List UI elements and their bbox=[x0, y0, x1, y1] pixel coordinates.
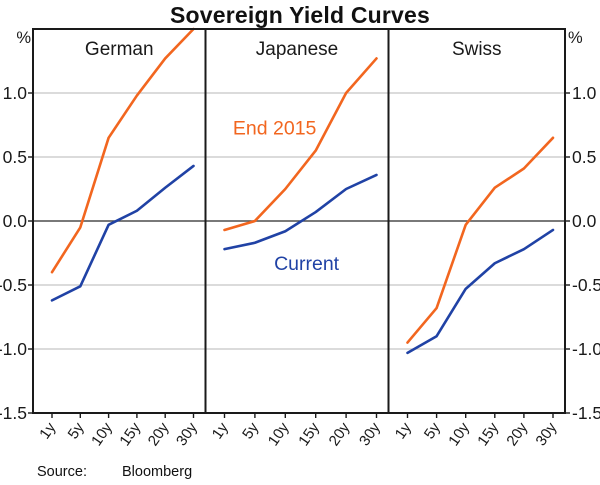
panel-label-german: German bbox=[85, 39, 154, 60]
y-axis-label-left: -1.0 bbox=[0, 339, 27, 359]
source-label: Source: bbox=[37, 464, 87, 480]
y-axis-unit-right: % bbox=[568, 29, 583, 47]
series-label-current: Current bbox=[274, 253, 340, 275]
y-axis-unit-left: % bbox=[16, 29, 31, 47]
x-axis-label: 15y bbox=[474, 419, 502, 449]
x-axis-label: 30y bbox=[173, 419, 201, 449]
x-axis-label: 20y bbox=[145, 419, 173, 449]
x-axis-label: 1y bbox=[209, 419, 232, 442]
y-axis-label-right: -1.0 bbox=[572, 339, 600, 359]
y-axis-label-left: 0.5 bbox=[3, 147, 27, 167]
series-line-current bbox=[50, 164, 195, 302]
y-axis-label-left: 0.0 bbox=[3, 211, 28, 231]
panel-label-swiss: Swiss bbox=[452, 39, 502, 60]
x-axis-label: 30y bbox=[532, 419, 560, 449]
x-axis-label: 10y bbox=[265, 419, 293, 449]
x-axis-label: 1y bbox=[392, 419, 415, 442]
y-axis-label-right: -0.5 bbox=[572, 275, 600, 295]
series-line-end-2015 bbox=[223, 57, 378, 232]
series-line-end-2015 bbox=[406, 136, 555, 344]
y-axis-label-left: -0.5 bbox=[0, 275, 27, 295]
series-label-end-2015: End 2015 bbox=[233, 118, 317, 140]
x-axis-label: 15y bbox=[116, 419, 144, 449]
plot-frame bbox=[32, 28, 566, 414]
x-axis-label: 15y bbox=[295, 419, 323, 449]
series-line-end-2015 bbox=[50, 27, 195, 274]
x-axis-label: 1y bbox=[36, 419, 59, 442]
x-axis-label: 20y bbox=[503, 419, 531, 449]
y-axis-label-right: 1.0 bbox=[572, 83, 597, 103]
x-axis-label: 5y bbox=[239, 419, 262, 442]
x-axis-label: 10y bbox=[88, 419, 116, 449]
x-axis-label: 5y bbox=[65, 419, 88, 442]
yield-curves-plot: German Japanese Swiss 1.0 1.0 0.5 0.5 0.0 0.0 -0.… bbox=[0, 27, 600, 449]
series-line-current bbox=[406, 228, 555, 355]
x-axis-label: 30y bbox=[356, 419, 384, 449]
x-axis-label: 10y bbox=[445, 419, 473, 449]
source-value: Bloomberg bbox=[122, 464, 193, 480]
panel-label-japanese: Japanese bbox=[256, 39, 338, 60]
x-axis-label: 20y bbox=[326, 419, 354, 449]
x-axis-label: 5y bbox=[421, 419, 444, 442]
y-axis-label-right: -1.5 bbox=[572, 403, 600, 423]
y-axis-label-right: 0.5 bbox=[572, 147, 596, 167]
y-axis-label-left: -1.5 bbox=[0, 403, 27, 423]
series-line-current bbox=[223, 173, 378, 251]
y-axis-label-right: 0.0 bbox=[572, 211, 597, 231]
source-note: Source: Bloomberg bbox=[37, 464, 192, 480]
chart-title: Sovereign Yield Curves bbox=[169, 2, 431, 28]
y-axis-label-left: 1.0 bbox=[3, 83, 28, 103]
